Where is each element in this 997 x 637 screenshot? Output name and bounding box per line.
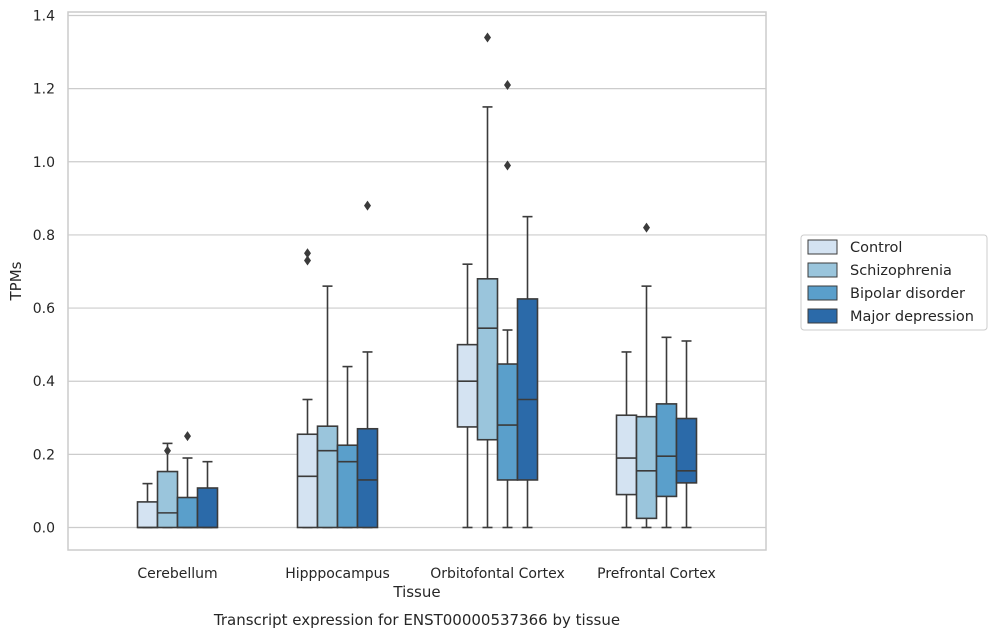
legend-label: Bipolar disorder	[850, 286, 965, 302]
outlier-marker	[304, 248, 311, 259]
box-schizophrenia	[635, 222, 658, 529]
box-major-depression	[356, 200, 379, 529]
legend-frame	[800, 234, 988, 331]
y-tick-label: 0.0	[33, 521, 55, 537]
box-body	[296, 433, 319, 529]
box-body	[476, 278, 499, 441]
legend-label: Major depression	[850, 309, 974, 325]
outlier-marker	[643, 222, 650, 233]
outlier-marker	[364, 200, 371, 211]
box-body	[655, 403, 678, 498]
box-body	[176, 496, 199, 529]
x-tick-label: Prefrontal Cortex	[597, 566, 716, 582]
x-axis-label: Tissue	[392, 583, 440, 601]
box-body	[496, 363, 519, 481]
box-body	[316, 425, 339, 529]
y-tick-label: 1.4	[33, 9, 55, 25]
y-tick-label: 0.2	[33, 447, 55, 463]
outlier-marker	[304, 255, 311, 266]
box-body	[516, 298, 539, 481]
outlier-marker	[504, 160, 511, 171]
x-tick-labels: Cerebellum Hipppocampus Orbitofontal Corte…	[137, 566, 715, 582]
y-tick-label: 0.6	[33, 301, 55, 317]
box-schizophrenia	[476, 32, 499, 529]
box-body	[615, 414, 638, 496]
outlier-marker	[484, 32, 491, 43]
outlier-marker	[164, 445, 171, 456]
box-body	[356, 427, 379, 529]
box-major-depression	[516, 215, 539, 529]
x-tick-label: Hipppocampus	[285, 566, 390, 582]
legend-swatch	[807, 239, 838, 255]
box-body	[675, 417, 698, 484]
box-body	[156, 470, 179, 529]
y-tick-labels: 0.0 0.2 0.4 0.6 0.8 1.0 1.2 1.4	[33, 9, 55, 537]
box-major-depression	[675, 340, 698, 529]
x-tick-label: Cerebellum	[137, 566, 217, 582]
legend-label: Control	[850, 240, 902, 256]
box-body	[336, 444, 359, 529]
box-bipolar-disorder	[336, 365, 359, 529]
plot-frame	[67, 11, 767, 551]
y-tick-label: 0.8	[33, 228, 55, 244]
outlier-marker	[184, 431, 191, 442]
box-body	[635, 415, 658, 520]
box-body	[136, 501, 159, 529]
y-tick-label: 1.2	[33, 82, 55, 98]
y-tick-label: 1.0	[33, 155, 55, 171]
legend-swatch	[807, 308, 838, 324]
box-control	[136, 482, 159, 529]
box-control	[456, 263, 479, 529]
box-major-depression	[196, 460, 219, 529]
legend: Control Schizophrenia Bipolar disorder Majo…	[800, 234, 988, 331]
legend-swatch	[807, 285, 838, 301]
legend-label: Schizophrenia	[850, 263, 952, 279]
boxes	[136, 32, 698, 529]
box-schizophrenia	[156, 442, 179, 529]
x-tick-label: Orbitofontal Cortex	[430, 566, 565, 582]
box-control	[615, 351, 638, 529]
y-axis-label: TPMs	[7, 261, 25, 301]
box-body	[196, 487, 219, 529]
outlier-marker	[504, 79, 511, 90]
box-body	[456, 343, 479, 428]
figure-caption: Transcript expression for ENST0000053736…	[213, 611, 620, 629]
legend-swatch	[807, 262, 838, 278]
y-tick-label: 0.4	[33, 374, 55, 390]
